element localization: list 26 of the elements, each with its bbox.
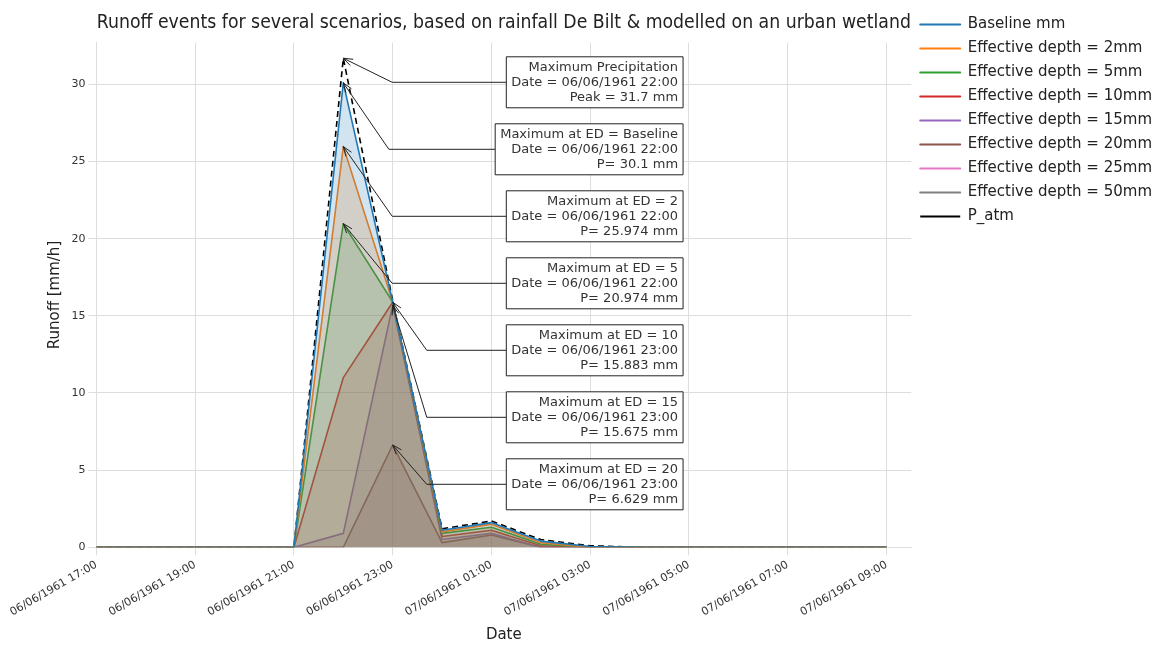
x-axis-title: Date	[485, 624, 522, 643]
annotation: Maximum at ED = 5 Date = 06/06/1961 22:00 P= 20.974 mm	[511, 259, 679, 305]
y-tick-label: 0	[78, 540, 86, 554]
legend-label: P_atm	[967, 206, 1014, 226]
y-tick-label: 20	[71, 231, 86, 245]
legend-label: Effective depth = 15mm	[967, 110, 1153, 129]
annotation: Maximum at ED = 10 Date = 06/06/1961 23:00 P= 15.883 mm	[511, 326, 679, 372]
y-axis-title: Runoff [mm/h]	[45, 240, 64, 350]
annotation: Maximum at ED = Baseline Date = 06/06/1961 22:00 P= 30.1 mm	[500, 125, 679, 171]
y-tick-label: 30	[71, 77, 86, 91]
legend-label: Effective depth = 10mm	[967, 86, 1153, 105]
legend-label: Effective depth = 20mm	[967, 134, 1153, 153]
annotation: Maximum at ED = 2 Date = 06/06/1961 22:00 P= 25.974 mm	[511, 192, 679, 238]
legend-label: Effective depth = 50mm	[967, 182, 1153, 201]
legend-label: Baseline mm	[967, 14, 1066, 33]
legend-label: Effective depth = 25mm	[967, 158, 1153, 177]
chart-title: Runoff events for several scenarios, based on rainfall De Bilt & modelled on an urban wetland	[96, 10, 911, 33]
y-tick-label: 25	[71, 154, 86, 168]
annotation: Maximum at ED = 15 Date = 06/06/1961 23:00 P= 15.675 mm	[511, 393, 679, 439]
annotation: Maximum at ED = 20 Date = 06/06/1961 23:00 P= 6.629 mm	[511, 460, 679, 506]
y-tick-label: 5	[78, 462, 86, 476]
annotation: Maximum Precipitation Date = 06/06/1961 22:00 Peak = 31.7 mm	[511, 58, 679, 104]
legend-label: Effective depth = 2mm	[967, 38, 1143, 57]
legend-label: Effective depth = 5mm	[967, 62, 1143, 81]
y-tick-label: 10	[71, 385, 86, 399]
y-tick-label: 15	[71, 308, 86, 322]
